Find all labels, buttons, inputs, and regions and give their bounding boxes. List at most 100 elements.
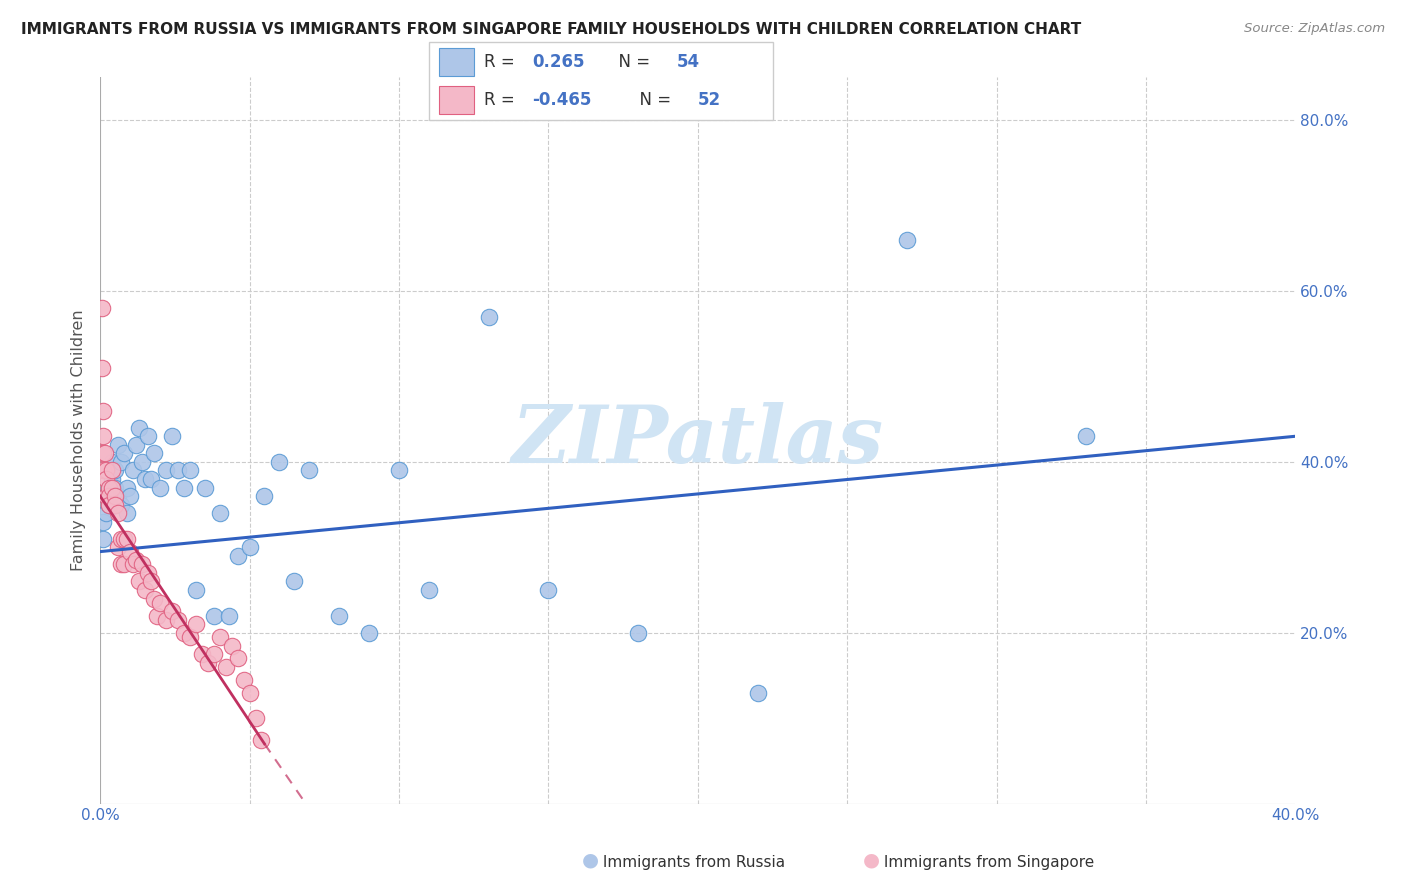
Point (142, 446, 165, 460)
Point (104, 498, 127, 512)
Point (139, 574, 162, 589)
Point (110, 558, 132, 572)
Point (90, 301, 112, 315)
Point (238, 541, 260, 555)
FancyBboxPatch shape (439, 86, 474, 114)
Text: -0.465: -0.465 (533, 91, 592, 109)
Point (197, 656, 219, 670)
Point (166, 463, 188, 477)
Point (118, 489, 141, 503)
Point (115, 481, 138, 495)
Point (122, 558, 145, 572)
Point (110, 532, 132, 546)
Text: ●: ● (863, 851, 880, 870)
Point (179, 630, 201, 644)
Point (104, 498, 127, 512)
Point (107, 506, 129, 520)
Point (184, 617, 207, 632)
Point (359, 625, 381, 640)
Point (160, 604, 183, 618)
Point (131, 558, 153, 572)
Text: Immigrants from Singapore: Immigrants from Singapore (879, 855, 1094, 870)
Point (166, 613, 188, 627)
Point (190, 647, 212, 661)
Text: ●: ● (582, 851, 599, 870)
Text: R =: R = (484, 91, 520, 109)
Point (98, 498, 121, 512)
Point (91, 403, 114, 417)
Point (173, 481, 195, 495)
Text: N =: N = (607, 54, 655, 71)
FancyBboxPatch shape (429, 42, 773, 120)
Point (128, 421, 150, 435)
Point (194, 481, 217, 495)
Point (115, 506, 138, 520)
Point (112, 532, 135, 546)
Point (179, 463, 201, 477)
Point (91, 532, 114, 546)
Point (269, 455, 291, 469)
Point (149, 596, 172, 610)
Y-axis label: Family Households with Children: Family Households with Children (72, 310, 86, 572)
Point (107, 541, 129, 555)
Point (110, 498, 132, 512)
Point (101, 463, 124, 477)
Point (131, 455, 153, 469)
Point (94, 506, 117, 520)
Point (173, 625, 195, 640)
Text: Source: ZipAtlas.com: Source: ZipAtlas.com (1244, 22, 1385, 36)
Point (298, 463, 321, 477)
Point (418, 582, 440, 597)
Point (98, 481, 121, 495)
Point (202, 608, 225, 623)
Text: Immigrants from Russia: Immigrants from Russia (598, 855, 785, 870)
Point (328, 608, 350, 623)
Point (91, 446, 114, 460)
Point (139, 472, 162, 486)
Point (104, 481, 127, 495)
Text: 54: 54 (676, 54, 700, 71)
Point (91, 429, 114, 443)
Point (226, 549, 249, 563)
Point (1076, 429, 1098, 443)
Point (627, 625, 650, 640)
Point (221, 639, 243, 653)
Point (110, 455, 132, 469)
Point (98, 489, 121, 503)
Point (155, 463, 177, 477)
Point (125, 438, 148, 452)
Point (537, 582, 560, 597)
Point (146, 608, 169, 623)
Point (218, 608, 240, 623)
Point (107, 438, 129, 452)
Point (118, 544, 141, 558)
Point (160, 429, 183, 443)
Point (896, 233, 918, 247)
Point (478, 310, 501, 324)
Point (94, 489, 117, 503)
Point (142, 591, 165, 606)
Text: R =: R = (484, 54, 520, 71)
Point (253, 489, 276, 503)
Text: ZIPatlas: ZIPatlas (512, 401, 884, 479)
Point (98, 481, 121, 495)
Point (283, 574, 305, 589)
Point (98, 498, 121, 512)
Point (149, 481, 172, 495)
Point (245, 711, 267, 725)
Point (90, 360, 112, 375)
Point (202, 647, 225, 661)
Point (134, 582, 156, 597)
Text: IMMIGRANTS FROM RUSSIA VS IMMIGRANTS FROM SINGAPORE FAMILY HOUSEHOLDS WITH CHILD: IMMIGRANTS FROM RUSSIA VS IMMIGRANTS FRO… (21, 22, 1081, 37)
Point (238, 685, 260, 699)
Text: N =: N = (628, 91, 676, 109)
Point (115, 532, 138, 546)
Point (134, 472, 156, 486)
Point (112, 446, 135, 460)
Point (136, 429, 159, 443)
Point (94, 472, 117, 486)
Point (184, 582, 207, 597)
Point (250, 732, 273, 747)
Point (91, 515, 114, 529)
Point (232, 673, 254, 687)
